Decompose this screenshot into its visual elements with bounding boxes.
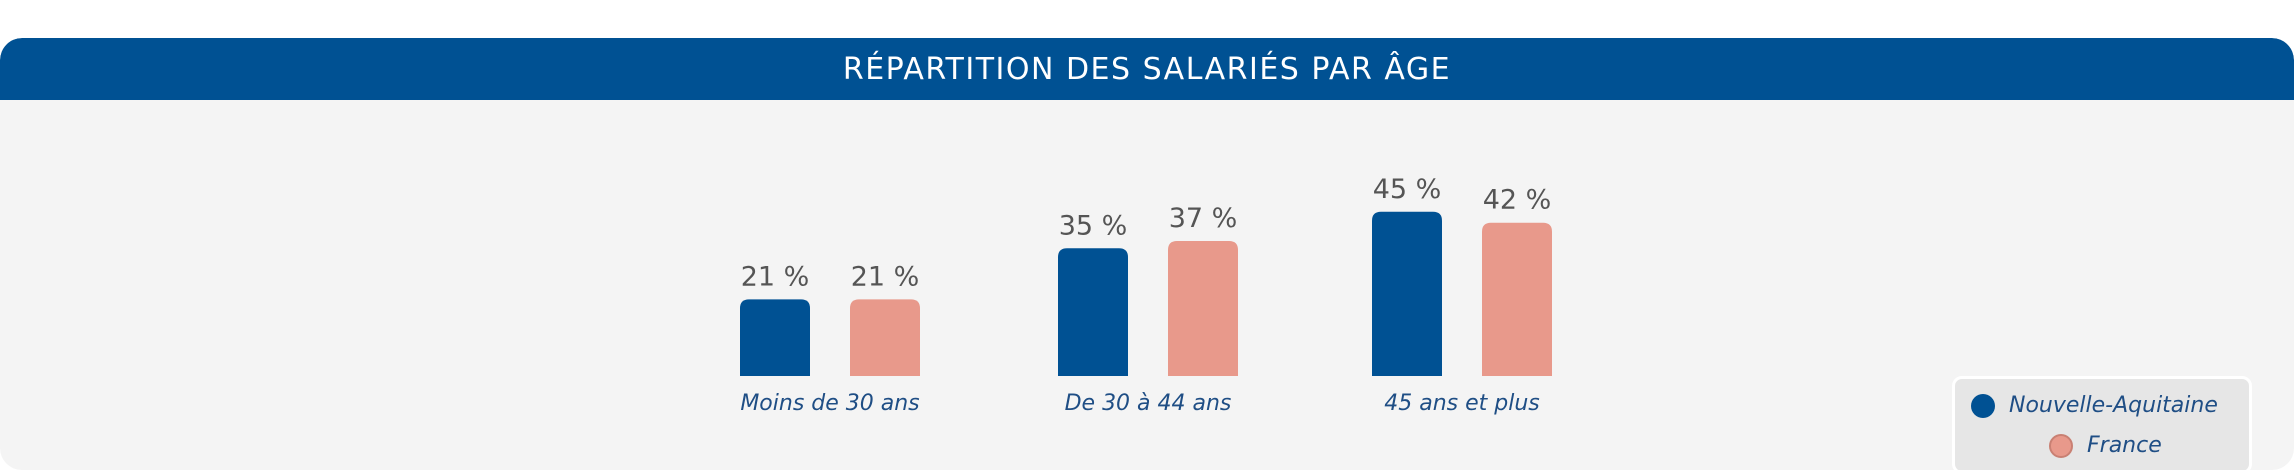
bar-chart: 21 % 21 % Moins de 30 ans 35 % 37 % De 30 à 4… [740,174,1552,416]
bar-value-label: 45 % [1373,174,1442,205]
bar-value-label: 37 % [1169,203,1238,234]
legend-label: Nouvelle-Aquitaine [2009,393,2218,418]
chart-title: RÉPARTITION DES SALARIÉS PAR ÂGE [842,51,1452,87]
category-label: De 30 à 44 ans [1065,391,1232,416]
bar-value-label: 21 % [851,261,920,292]
filled-circle-icon [1971,393,1995,418]
bar-nouvelle-aquitaine-0 [740,299,810,376]
bar-value-label: 35 % [1059,210,1128,241]
category-label: 45 ans et plus [1384,391,1540,416]
bar-france-1 [1168,240,1238,376]
legend: Nouvelle-Aquitaine France [1952,376,2252,470]
chart-panel: RÉPARTITION DES SALARIÉS PAR ÂGE 21 % 21 … [0,38,2294,470]
bar-value-label: 21 % [741,261,810,292]
legend-item-nouvelle-aquitaine: Nouvelle-Aquitaine [1971,393,2218,418]
legend-item-france: France [2049,433,2162,458]
bar-value-label: 42 % [1483,185,1552,216]
bar-france-0 [850,299,920,376]
bar-nouvelle-aquitaine-2 [1372,211,1442,376]
bar-france-2 [1482,222,1552,376]
chart-header: RÉPARTITION DES SALARIÉS PAR ÂGE [0,38,2294,100]
outlined-circle-icon [2049,433,2073,458]
bar-nouvelle-aquitaine-1 [1058,248,1128,376]
category-label: Moins de 30 ans [740,391,919,416]
legend-label: France [2087,433,2162,458]
